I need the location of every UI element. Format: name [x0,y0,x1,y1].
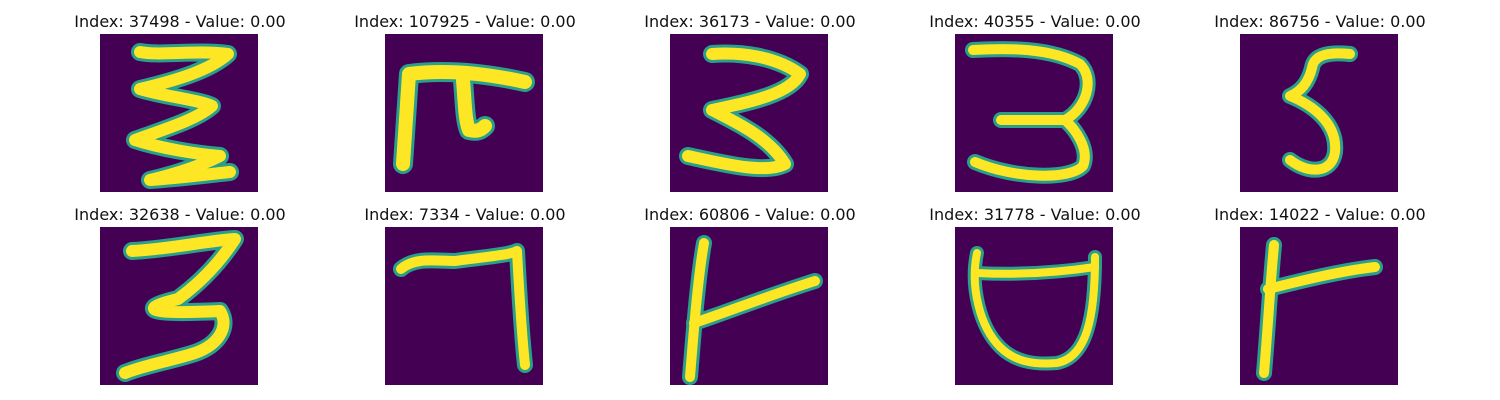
handwritten-3-icon [116,230,244,382]
handwritten-7-icon [393,243,533,373]
sample-panel-4: Index: 40355 - Value: 0.00 [915,10,1155,192]
panel-title: Index: 36173 - Value: 0.00 [644,12,856,31]
sample-image [100,34,258,192]
sample-image [1240,227,1398,385]
sample-panel-6: Index: 32638 - Value: 0.00 [60,203,300,385]
sample-image [385,227,543,385]
handwritten-5-icon [1282,45,1358,178]
sample-image [100,227,258,385]
handwritten-u-icon [967,246,1102,371]
sample-panel-10: Index: 14022 - Value: 0.00 [1200,203,1440,385]
sample-panel-1: Index: 37498 - Value: 0.00 [60,10,300,192]
handwritten-pi-icon [393,62,535,174]
sample-panel-8: Index: 60806 - Value: 0.00 [630,203,870,385]
sample-image [670,34,828,192]
sample-panel-5: Index: 86756 - Value: 0.00 [1200,10,1440,192]
panel-title: Index: 60806 - Value: 0.00 [644,205,856,224]
sample-image [955,227,1113,385]
panel-title: Index: 31778 - Value: 0.00 [929,205,1141,224]
handwritten-t-icon [682,235,823,385]
sample-image [955,34,1113,192]
panel-title: Index: 7334 - Value: 0.00 [364,205,566,224]
panel-title: Index: 86756 - Value: 0.00 [1214,12,1426,31]
panel-title: Index: 32638 - Value: 0.00 [74,205,286,224]
handwritten-3-icon [679,44,809,178]
sample-panel-2: Index: 107925 - Value: 0.00 [345,10,585,192]
sample-panel-7: Index: 7334 - Value: 0.00 [345,203,585,385]
panel-title: Index: 14022 - Value: 0.00 [1214,205,1426,224]
handwritten-3-icon [965,41,1096,184]
sample-image [385,34,543,192]
sample-image [670,227,828,385]
panel-title: Index: 40355 - Value: 0.00 [929,12,1141,31]
sample-panel-9: Index: 31778 - Value: 0.00 [915,203,1155,385]
handwritten-e-icon [126,43,239,189]
sample-panel-3: Index: 36173 - Value: 0.00 [630,10,870,192]
panel-title: Index: 37498 - Value: 0.00 [74,12,286,31]
sample-image [1240,34,1398,192]
panel-title: Index: 107925 - Value: 0.00 [354,12,576,31]
handwritten-r-icon [1256,237,1383,381]
